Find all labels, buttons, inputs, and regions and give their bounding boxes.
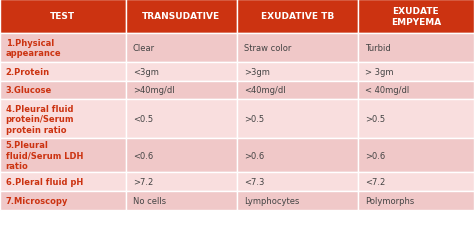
Text: >3gm: >3gm — [244, 68, 270, 76]
Bar — [358, 191, 474, 210]
Bar — [237, 34, 358, 62]
Bar — [358, 139, 474, 172]
Text: 5.Pleural
fluid/Serum LDH
ratio: 5.Pleural fluid/Serum LDH ratio — [6, 141, 83, 171]
Text: 1.Physical
appearance: 1.Physical appearance — [6, 38, 61, 58]
Text: >40mg/dl: >40mg/dl — [133, 86, 174, 95]
Text: Clear: Clear — [133, 44, 155, 52]
Text: Straw color: Straw color — [244, 44, 292, 52]
Text: <40mg/dl: <40mg/dl — [244, 86, 286, 95]
Bar — [0, 172, 126, 191]
Bar — [358, 100, 474, 139]
Bar — [237, 62, 358, 81]
Text: <3gm: <3gm — [133, 68, 159, 76]
Text: Lymphocytes: Lymphocytes — [244, 196, 300, 205]
Bar — [237, 0, 358, 34]
Text: >0.5: >0.5 — [244, 115, 264, 124]
Text: Polymorphs: Polymorphs — [365, 196, 414, 205]
Text: < 40mg/dl: < 40mg/dl — [365, 86, 409, 95]
Text: > 3gm: > 3gm — [365, 68, 393, 76]
Bar — [237, 100, 358, 139]
Text: 3.Glucose: 3.Glucose — [6, 86, 52, 95]
Bar — [237, 139, 358, 172]
Text: 2.Protein: 2.Protein — [6, 68, 50, 76]
Bar — [358, 62, 474, 81]
Bar — [126, 34, 237, 62]
Text: TRANSUDATIVE: TRANSUDATIVE — [142, 12, 220, 21]
Bar — [126, 139, 237, 172]
Bar — [126, 100, 237, 139]
Bar — [0, 191, 126, 210]
Bar — [0, 100, 126, 139]
Bar — [0, 62, 126, 81]
Text: <0.5: <0.5 — [133, 115, 153, 124]
Text: Turbid: Turbid — [365, 44, 391, 52]
Text: No cells: No cells — [133, 196, 166, 205]
Bar — [126, 81, 237, 100]
Text: <0.6: <0.6 — [133, 151, 153, 160]
Bar — [126, 172, 237, 191]
Text: <7.2: <7.2 — [365, 178, 385, 186]
Bar — [0, 81, 126, 100]
Bar — [358, 34, 474, 62]
Text: >0.5: >0.5 — [365, 115, 385, 124]
Text: 7.Microscopy: 7.Microscopy — [6, 196, 68, 205]
Bar — [0, 34, 126, 62]
Text: >7.2: >7.2 — [133, 178, 153, 186]
Text: <7.3: <7.3 — [244, 178, 264, 186]
Text: 4.Pleural fluid
protein/Serum
protein ratio: 4.Pleural fluid protein/Serum protein ra… — [6, 104, 74, 134]
Text: EXUDATIVE TB: EXUDATIVE TB — [261, 12, 334, 21]
Text: TEST: TEST — [50, 12, 75, 21]
Bar — [358, 0, 474, 34]
Bar — [237, 191, 358, 210]
Bar — [126, 191, 237, 210]
Text: >0.6: >0.6 — [365, 151, 385, 160]
Bar — [0, 0, 126, 34]
Bar — [358, 81, 474, 100]
Bar — [237, 172, 358, 191]
Bar — [126, 62, 237, 81]
Text: EXUDATE
EMPYEMA: EXUDATE EMPYEMA — [391, 7, 441, 26]
Bar — [237, 81, 358, 100]
Text: 6.Pleral fluid pH: 6.Pleral fluid pH — [6, 178, 83, 186]
Bar — [0, 139, 126, 172]
Text: >0.6: >0.6 — [244, 151, 264, 160]
Bar — [126, 0, 237, 34]
Bar — [358, 172, 474, 191]
